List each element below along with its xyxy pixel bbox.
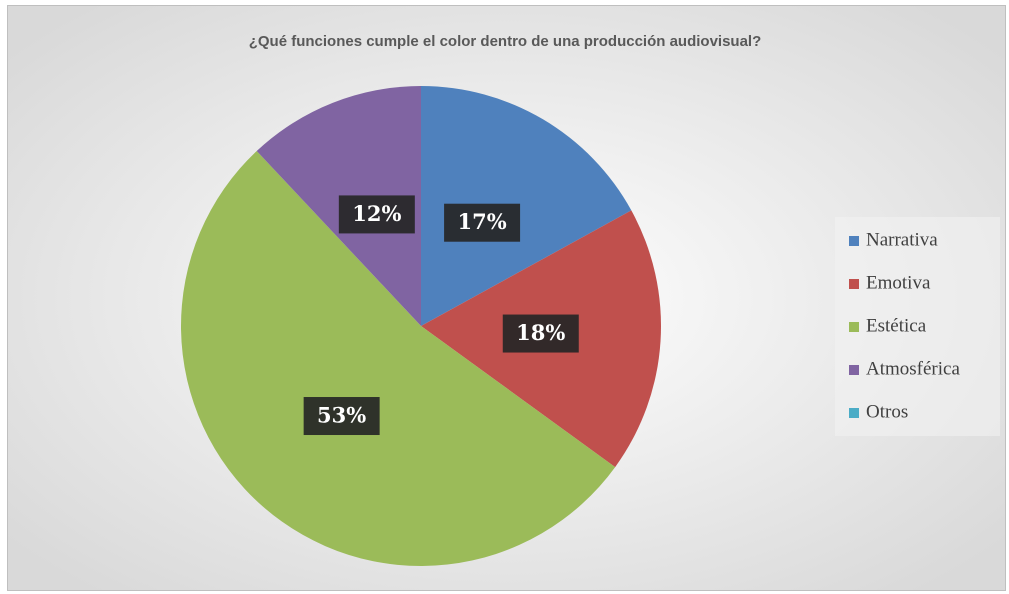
chart-title: ¿Qué funciones cumple el color dentro de… <box>249 33 762 50</box>
legend-swatch <box>849 236 859 246</box>
data-label: 17% <box>457 209 506 234</box>
legend-label: Narrativa <box>866 229 938 250</box>
legend-label: Atmosférica <box>866 358 960 379</box>
data-label-box <box>502 314 579 353</box>
legend-label: Emotiva <box>866 272 931 293</box>
legend-swatch <box>849 279 859 289</box>
legend-swatch <box>849 365 859 375</box>
data-label: 18% <box>516 320 565 345</box>
data-label-box <box>303 397 380 436</box>
pie-slice <box>421 86 632 326</box>
legend-label: Otros <box>866 401 908 422</box>
pie-slice <box>181 151 616 566</box>
legend-label: Estética <box>866 315 927 336</box>
legend-swatch <box>849 322 859 332</box>
data-label-box <box>338 195 415 234</box>
data-label-box <box>444 203 521 242</box>
data-label: 53% <box>317 403 366 428</box>
legend <box>835 217 1000 436</box>
legend-swatch <box>849 408 859 418</box>
data-label: 12% <box>352 201 401 226</box>
